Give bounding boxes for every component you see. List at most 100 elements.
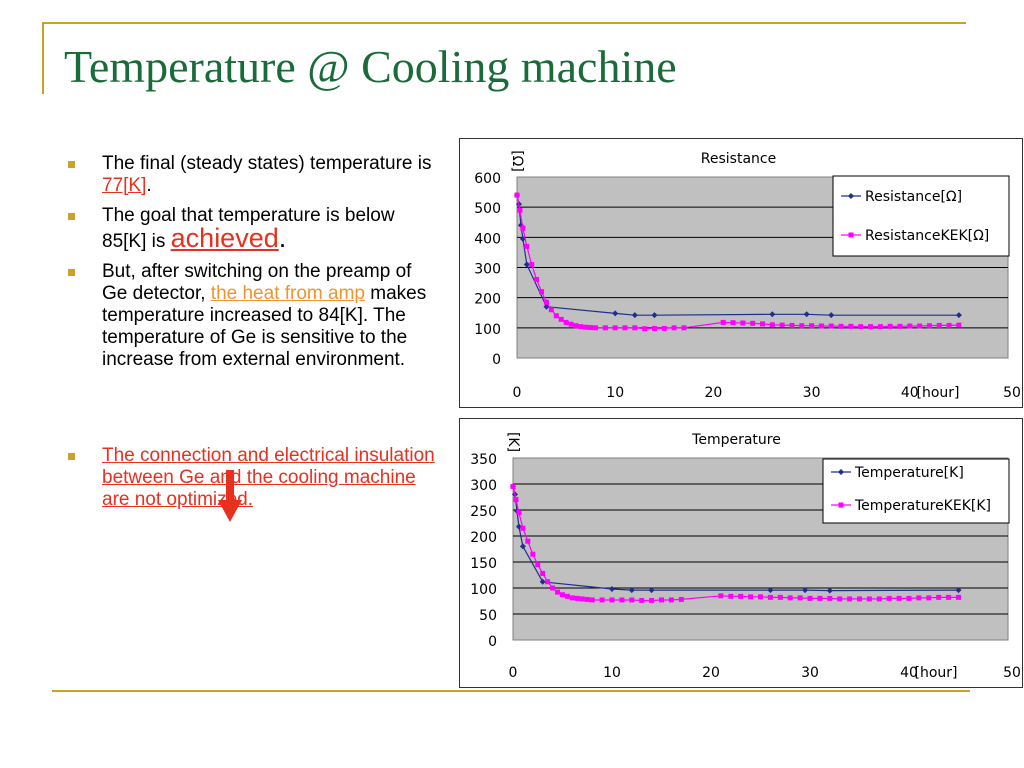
bullet-text: But, after switching on the preamp of Ge… bbox=[102, 261, 412, 304]
data-point-marker bbox=[955, 312, 962, 319]
data-point-marker bbox=[523, 261, 530, 268]
data-point-marker bbox=[807, 595, 813, 601]
data-point-marker bbox=[520, 525, 526, 531]
chart-svg: 0 50 100 150 200 250 300 350 0 10 20 30 40 50 [hour] [K… bbox=[470, 432, 1021, 681]
data-point-marker bbox=[720, 319, 726, 325]
data-point-marker bbox=[510, 484, 516, 490]
data-point-marker bbox=[760, 321, 765, 327]
bullet-text-end: makes temperature increased to 84[K]. Th… bbox=[102, 283, 427, 370]
data-point-marker bbox=[550, 585, 556, 591]
data-point-marker bbox=[897, 323, 903, 329]
data-point-marker bbox=[631, 312, 638, 319]
data-point-marker bbox=[799, 323, 805, 329]
data-point-marker bbox=[659, 597, 664, 603]
data-point-marker bbox=[730, 320, 736, 326]
data-point-marker bbox=[858, 324, 864, 330]
data-point-marker bbox=[848, 232, 854, 238]
y-tick-label: 250 bbox=[470, 504, 497, 520]
data-point-marker bbox=[540, 570, 546, 576]
data-point-marker bbox=[622, 325, 628, 331]
data-point-marker bbox=[848, 323, 854, 329]
bullet-connection-not-optimized: The connection and electrical insulation… bbox=[66, 445, 436, 511]
data-point-marker bbox=[917, 323, 923, 329]
data-point-marker bbox=[612, 310, 619, 317]
y-tick-label: 100 bbox=[470, 582, 497, 598]
data-point-marker bbox=[955, 587, 962, 594]
data-point-marker bbox=[639, 597, 645, 603]
x-tick-label: 40 bbox=[900, 665, 918, 681]
x-axis-label: [hour] bbox=[915, 665, 958, 681]
down-arrow-icon bbox=[218, 470, 242, 522]
bullet-preamp-heat: But, after switching on the preamp of Ge… bbox=[66, 261, 436, 371]
data-point-marker bbox=[827, 595, 833, 601]
data-point-marker bbox=[514, 192, 520, 198]
bullet-goal-achieved: The goal that temperature is below 85[K]… bbox=[66, 205, 436, 253]
data-point-marker bbox=[651, 325, 657, 331]
data-point-marker bbox=[946, 594, 952, 600]
chart-title: Resistance bbox=[701, 151, 776, 167]
y-tick-label: 200 bbox=[470, 530, 497, 546]
data-point-marker bbox=[681, 325, 687, 331]
data-point-marker bbox=[543, 299, 549, 305]
data-point-marker bbox=[648, 587, 655, 594]
data-point-marker bbox=[936, 322, 942, 328]
data-point-marker bbox=[886, 595, 892, 601]
data-point-marker bbox=[803, 311, 810, 318]
x-tick-label: 50 bbox=[1003, 385, 1021, 401]
y-tick-label: 150 bbox=[470, 556, 497, 572]
data-point-marker bbox=[740, 320, 746, 326]
series-line bbox=[516, 194, 959, 330]
y-tick-label: 0 bbox=[488, 634, 497, 650]
y-tick-label: 500 bbox=[474, 201, 501, 217]
legend-box bbox=[822, 458, 1010, 524]
data-point-marker bbox=[530, 551, 536, 557]
title-accent-top-line bbox=[42, 22, 966, 24]
data-point-marker bbox=[560, 592, 565, 598]
bullet-text-end: . bbox=[146, 175, 152, 196]
data-point-marker bbox=[877, 324, 883, 330]
x-tick-label: 40 bbox=[901, 385, 919, 401]
data-point-marker bbox=[525, 538, 531, 544]
data-point-marker bbox=[868, 324, 874, 330]
data-point-marker bbox=[632, 325, 638, 331]
data-point-marker bbox=[926, 595, 932, 601]
data-point-marker bbox=[609, 586, 615, 593]
data-point-marker bbox=[589, 597, 595, 603]
data-point-marker bbox=[826, 587, 833, 594]
data-point-marker bbox=[678, 596, 684, 602]
data-point-marker bbox=[553, 313, 559, 319]
y-axis-label: [Ω] bbox=[509, 150, 525, 172]
legend-label: ResistanceKEK[Ω] bbox=[865, 228, 989, 244]
data-point-marker bbox=[887, 323, 893, 329]
data-point-marker bbox=[802, 587, 809, 594]
data-point-marker bbox=[738, 593, 744, 599]
footer-accent-line bbox=[52, 690, 970, 692]
data-point-marker bbox=[529, 261, 535, 267]
data-point-marker bbox=[668, 597, 674, 603]
data-point-marker bbox=[907, 323, 913, 329]
y-tick-label: 200 bbox=[474, 292, 501, 308]
data-point-marker bbox=[513, 497, 519, 503]
x-tick-label: 10 bbox=[606, 385, 624, 401]
data-point-marker bbox=[516, 510, 522, 516]
data-point-marker bbox=[584, 596, 590, 602]
x-tick-label: 20 bbox=[704, 385, 722, 401]
data-point-marker bbox=[573, 323, 579, 329]
data-point-marker bbox=[838, 469, 844, 475]
data-point-marker bbox=[789, 322, 795, 328]
data-point-marker bbox=[936, 594, 942, 600]
data-point-marker bbox=[728, 593, 734, 599]
data-point-marker bbox=[578, 324, 584, 330]
data-point-marker bbox=[558, 316, 564, 322]
data-point-marker bbox=[568, 321, 574, 327]
data-point-marker bbox=[767, 587, 774, 594]
data-point-marker bbox=[539, 578, 546, 585]
data-point-marker bbox=[809, 323, 815, 329]
data-point-marker bbox=[534, 277, 540, 283]
data-point-marker bbox=[777, 594, 783, 600]
bullet-final-temperature: The final (steady states) temperature is… bbox=[66, 153, 436, 197]
x-tick-label: 0 bbox=[509, 665, 518, 681]
title-accent-vertical-line bbox=[42, 22, 44, 94]
data-point-marker bbox=[956, 322, 962, 328]
data-point-marker bbox=[779, 322, 785, 328]
